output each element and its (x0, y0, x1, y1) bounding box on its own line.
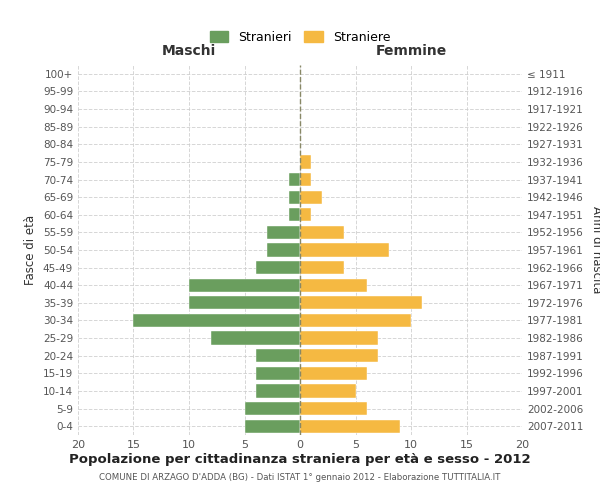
Bar (245, 402, 300, 415)
Bar (300, 278, 367, 292)
Legend: Stranieri, Straniere: Stranieri, Straniere (206, 27, 394, 48)
Bar (300, 156, 311, 168)
Bar (300, 261, 344, 274)
Bar (300, 190, 322, 204)
Bar (300, 349, 378, 362)
Bar (289, 208, 300, 222)
Bar (300, 366, 367, 380)
Bar (300, 208, 311, 222)
Text: Femmine: Femmine (376, 44, 446, 58)
Bar (300, 244, 389, 256)
Bar (189, 296, 300, 310)
Bar (266, 226, 300, 239)
Bar (289, 190, 300, 204)
Bar (300, 332, 378, 344)
Bar (300, 420, 400, 433)
Y-axis label: Fasce di età: Fasce di età (25, 215, 37, 285)
Bar (256, 384, 300, 398)
Bar (211, 332, 300, 344)
Text: Maschi: Maschi (162, 44, 216, 58)
Bar (300, 296, 422, 310)
Bar (300, 173, 311, 186)
Bar (256, 261, 300, 274)
Bar (256, 349, 300, 362)
Bar (300, 314, 411, 327)
Text: Popolazione per cittadinanza straniera per età e sesso - 2012: Popolazione per cittadinanza straniera p… (69, 452, 531, 466)
Y-axis label: Anni di nascita: Anni di nascita (590, 206, 600, 294)
Bar (245, 420, 300, 433)
Bar (300, 226, 344, 239)
Bar (256, 366, 300, 380)
Bar (133, 314, 300, 327)
Bar (300, 384, 355, 398)
Bar (189, 278, 300, 292)
Text: COMUNE DI ARZAGO D'ADDA (BG) - Dati ISTAT 1° gennaio 2012 - Elaborazione TUTTITA: COMUNE DI ARZAGO D'ADDA (BG) - Dati ISTA… (100, 473, 500, 482)
Bar (300, 402, 367, 415)
Bar (289, 173, 300, 186)
Bar (266, 244, 300, 256)
